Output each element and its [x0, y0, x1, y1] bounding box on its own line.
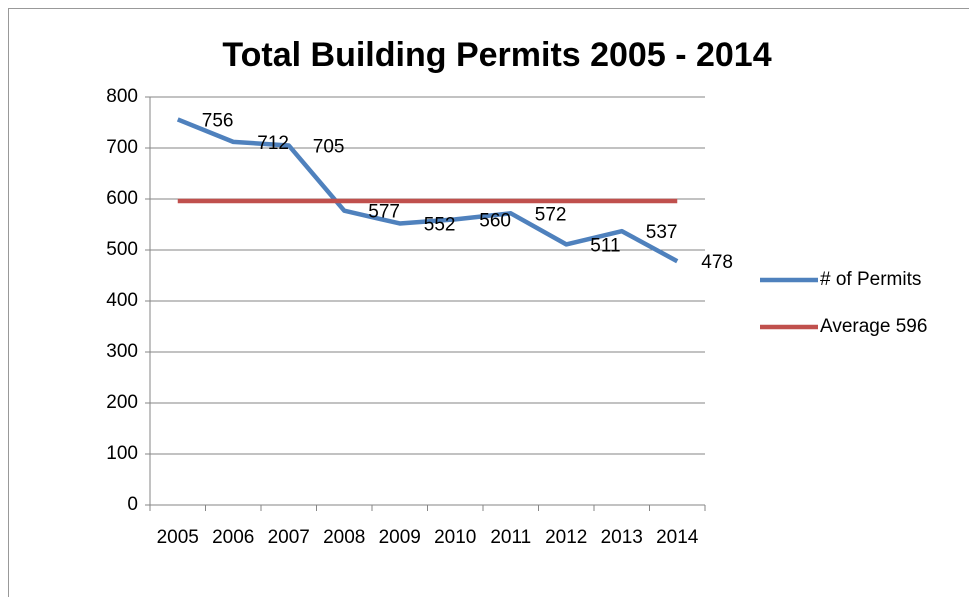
- y-tick-label: 700: [106, 137, 138, 158]
- data-label: 552: [424, 214, 456, 235]
- data-label: 511: [590, 235, 620, 256]
- chart-frame: [8, 8, 969, 597]
- data-label: 577: [368, 202, 400, 223]
- x-tick-label: 2006: [212, 527, 254, 548]
- y-tick-label: 800: [106, 86, 138, 107]
- data-label: 478: [701, 252, 733, 273]
- data-label: 712: [257, 133, 289, 154]
- x-tick-label: 2007: [268, 527, 310, 548]
- data-label: 560: [479, 210, 511, 231]
- x-tick-label: 2014: [656, 527, 699, 548]
- y-tick-label: 100: [106, 443, 138, 464]
- chart-title: Total Building Permits 2005 - 2014: [222, 36, 771, 74]
- y-tick-label: 600: [106, 188, 138, 209]
- y-tick-label: 500: [106, 239, 138, 260]
- y-tick-label: 200: [106, 392, 138, 413]
- data-label: 572: [535, 204, 567, 225]
- x-tick-label: 2005: [157, 527, 199, 548]
- x-tick-label: 2008: [323, 527, 365, 548]
- legend-label: Average 596: [820, 316, 927, 337]
- legend-label: # of Permits: [820, 269, 921, 290]
- x-tick-label: 2009: [379, 527, 421, 548]
- data-label: 756: [202, 110, 234, 131]
- y-tick-label: 400: [106, 290, 138, 311]
- x-tick-label: 2013: [601, 527, 643, 548]
- series-line: [176, 117, 679, 264]
- y-tick-label: 0: [127, 494, 138, 515]
- data-label: 537: [646, 222, 678, 243]
- x-tick-label: 2012: [545, 527, 587, 548]
- x-tick-label: 2010: [434, 527, 476, 548]
- x-tick-label: 2011: [490, 527, 531, 548]
- y-tick-label: 300: [106, 341, 138, 362]
- data-label: 705: [313, 136, 345, 157]
